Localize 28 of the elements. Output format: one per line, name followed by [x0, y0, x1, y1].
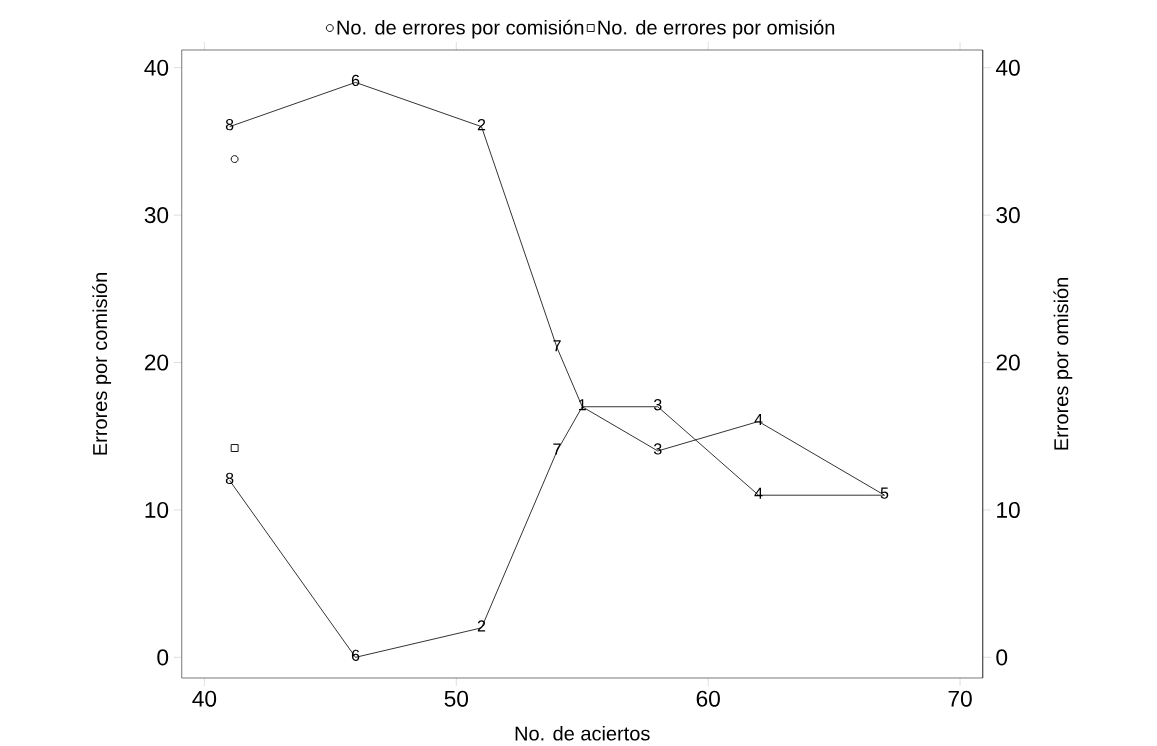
- annotation: 3: [653, 443, 662, 455]
- y2-tick-label: 20: [996, 354, 1020, 371]
- annotation: 4: [754, 487, 763, 499]
- legend-label: No. de errores por omisión: [598, 19, 835, 39]
- y-tick-label: 20: [144, 354, 169, 371]
- x-tick-label: 70: [948, 690, 972, 707]
- legend-label: No. de errores por comisión: [337, 19, 584, 39]
- y2-tick-label: 40: [995, 59, 1020, 76]
- annotation: 8: [225, 472, 234, 485]
- x-tick-label: 50: [444, 690, 469, 707]
- annotation: 4: [754, 413, 763, 425]
- y-tick-label: 0: [157, 649, 169, 666]
- y2-tick-label: 0: [996, 649, 1008, 666]
- y2-tick-label: 10: [997, 501, 1020, 518]
- y-axis-title: Errores por comisión: [92, 273, 112, 455]
- annotation: 7: [553, 443, 561, 455]
- annotation: 7: [553, 340, 561, 352]
- y-tick-label: 40: [144, 59, 169, 76]
- x-tick-label: 60: [696, 690, 720, 707]
- y2-axis-title: Errores por omisión: [1053, 278, 1073, 450]
- annotation: 8: [225, 118, 234, 131]
- annotation: 5: [880, 487, 889, 499]
- y-tick-label: 10: [145, 501, 169, 518]
- x-tick-label: 40: [192, 690, 217, 707]
- annotation: 2: [477, 119, 486, 131]
- y-tick-label: 30: [144, 207, 169, 224]
- y2-tick-label: 30: [996, 207, 1020, 224]
- x-axis-title: No. de aciertos: [515, 725, 650, 741]
